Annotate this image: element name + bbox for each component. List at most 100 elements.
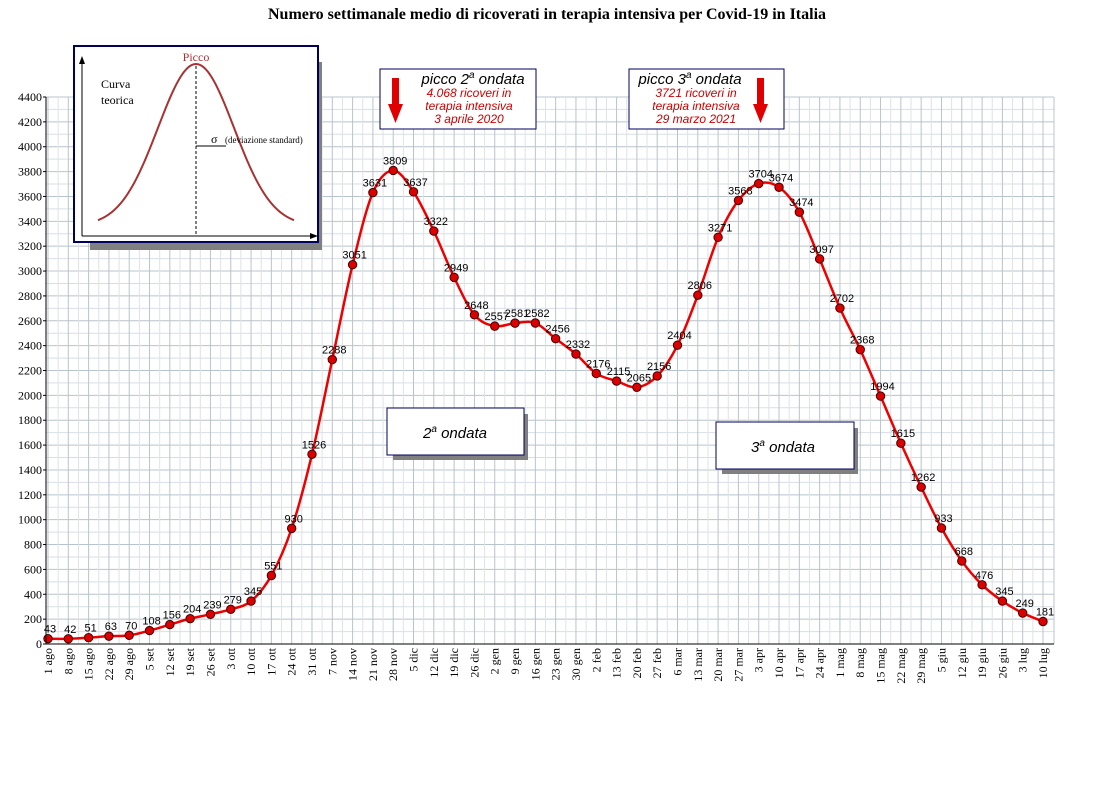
data-label: 476 bbox=[975, 570, 993, 582]
x-tick-label: 10 apr bbox=[772, 648, 786, 678]
data-label: 2648 bbox=[464, 300, 488, 312]
x-tick-label: 12 dic bbox=[427, 648, 441, 678]
data-point bbox=[835, 303, 845, 313]
x-tick-label: 19 set bbox=[183, 647, 197, 676]
data-point bbox=[530, 318, 541, 328]
y-tick-label: 1200 bbox=[18, 488, 42, 502]
wave2-box bbox=[386, 407, 525, 456]
x-tick-label: 30 gen bbox=[569, 648, 583, 680]
y-tick-label: 3200 bbox=[18, 239, 42, 253]
x-tick-label: 3 apr bbox=[752, 648, 766, 672]
data-label: 3631 bbox=[363, 178, 387, 190]
data-label: 668 bbox=[955, 546, 973, 558]
y-tick-label: 4200 bbox=[18, 115, 42, 129]
inset-curve-label-1: Curva bbox=[101, 77, 131, 91]
data-point bbox=[124, 630, 134, 640]
x-tick-label: 27 mar bbox=[731, 648, 745, 682]
x-tick-label: 19 giu bbox=[975, 648, 989, 678]
data-label: 2332 bbox=[566, 339, 590, 351]
data-label: 42 bbox=[64, 624, 76, 636]
x-tick-label: 23 gen bbox=[549, 648, 563, 680]
peak3-line-3: 29 marzo 2021 bbox=[655, 112, 736, 126]
data-label: 1526 bbox=[302, 439, 326, 451]
inset-x-arrow bbox=[310, 233, 318, 239]
data-label: 249 bbox=[1016, 598, 1034, 610]
data-point bbox=[896, 438, 906, 448]
data-point bbox=[916, 482, 926, 492]
data-label: 3097 bbox=[809, 244, 833, 256]
x-tick-label: 1 ago bbox=[41, 648, 55, 674]
x-tick-label: 19 dic bbox=[447, 648, 461, 678]
data-label: 181 bbox=[1036, 606, 1054, 618]
data-label: 2156 bbox=[647, 361, 671, 373]
data-label: 63 bbox=[105, 621, 117, 633]
inset-sigma-text: (deviazione standard) bbox=[225, 135, 303, 145]
data-label: 2456 bbox=[545, 324, 569, 336]
x-tick-label: 5 giu bbox=[934, 648, 948, 672]
data-label: 1994 bbox=[870, 381, 894, 393]
y-tick-label: 3800 bbox=[18, 165, 42, 179]
x-tick-label: 15 mag bbox=[874, 648, 888, 684]
x-tick-label: 13 feb bbox=[610, 648, 624, 678]
y-axis-ticks: 0 200 400 600 800 1000 1200 1400 1600 1800 2000 220… bbox=[18, 90, 46, 651]
inset-sigma-symbol: σ bbox=[211, 132, 218, 146]
peak3-annotation: picco 3a ondata 3721 ricoveri in terapia… bbox=[628, 68, 785, 130]
data-point bbox=[165, 619, 175, 630]
x-tick-label: 3 ott bbox=[224, 647, 238, 669]
x-tick-label: 6 mar bbox=[670, 648, 684, 676]
data-point bbox=[307, 449, 317, 459]
x-tick-label: 20 feb bbox=[630, 648, 644, 678]
data-label: 3271 bbox=[708, 222, 732, 234]
chart-title: Numero settimanale medio di ricoverati i… bbox=[268, 6, 826, 23]
y-tick-label: 4000 bbox=[18, 140, 42, 154]
data-label: 2806 bbox=[688, 280, 712, 292]
data-point bbox=[104, 631, 114, 641]
x-tick-label: 8 ago bbox=[61, 648, 75, 674]
data-point bbox=[550, 333, 561, 344]
data-point bbox=[226, 604, 236, 615]
x-tick-label: 24 ott bbox=[285, 647, 299, 675]
data-label: 3637 bbox=[403, 177, 427, 189]
data-point bbox=[43, 633, 53, 644]
data-point bbox=[185, 613, 195, 624]
x-tick-label: 10 lug bbox=[1036, 648, 1050, 678]
peak3-line-2: terapia intensiva bbox=[652, 99, 740, 113]
data-point bbox=[408, 187, 419, 197]
data-point bbox=[957, 556, 967, 566]
x-tick-label: 20 mar bbox=[711, 648, 725, 682]
y-tick-label: 2600 bbox=[18, 314, 42, 328]
peak2-line-1: 4.068 ricoveri in bbox=[427, 86, 512, 100]
x-tick-label: 3 lug bbox=[1016, 648, 1030, 672]
data-point bbox=[977, 580, 987, 590]
data-label: 551 bbox=[264, 561, 282, 573]
data-point bbox=[144, 625, 155, 636]
data-point bbox=[875, 391, 886, 401]
data-point bbox=[855, 344, 865, 355]
data-point bbox=[774, 182, 784, 192]
x-tick-label: 10 ott bbox=[244, 647, 258, 675]
peak2-line-2: terapia intensiva bbox=[425, 99, 513, 113]
peak3-line-1: 3721 ricoveri in bbox=[655, 86, 737, 100]
data-point bbox=[794, 207, 805, 217]
x-tick-label: 31 ott bbox=[305, 647, 319, 675]
y-tick-label: 3000 bbox=[18, 264, 42, 278]
inset-gaussian-curve bbox=[97, 62, 295, 222]
data-label: 3674 bbox=[769, 172, 793, 184]
data-point bbox=[754, 178, 764, 189]
data-label: 930 bbox=[284, 513, 302, 525]
wave3-text: 3a ondata bbox=[751, 438, 815, 456]
data-label: 2176 bbox=[586, 358, 610, 370]
y-tick-label: 800 bbox=[24, 538, 42, 552]
x-tick-label: 26 giu bbox=[995, 648, 1009, 678]
data-point bbox=[611, 376, 622, 386]
data-label: 3704 bbox=[748, 169, 772, 181]
x-tick-label: 21 nov bbox=[366, 648, 380, 681]
data-label: 279 bbox=[224, 594, 242, 606]
x-tick-label: 29 mag bbox=[914, 648, 928, 684]
data-point bbox=[693, 290, 703, 300]
data-label: 2115 bbox=[607, 366, 631, 378]
x-tick-label: 12 set bbox=[163, 647, 177, 676]
y-tick-label: 3600 bbox=[18, 189, 42, 203]
data-point bbox=[814, 254, 825, 264]
